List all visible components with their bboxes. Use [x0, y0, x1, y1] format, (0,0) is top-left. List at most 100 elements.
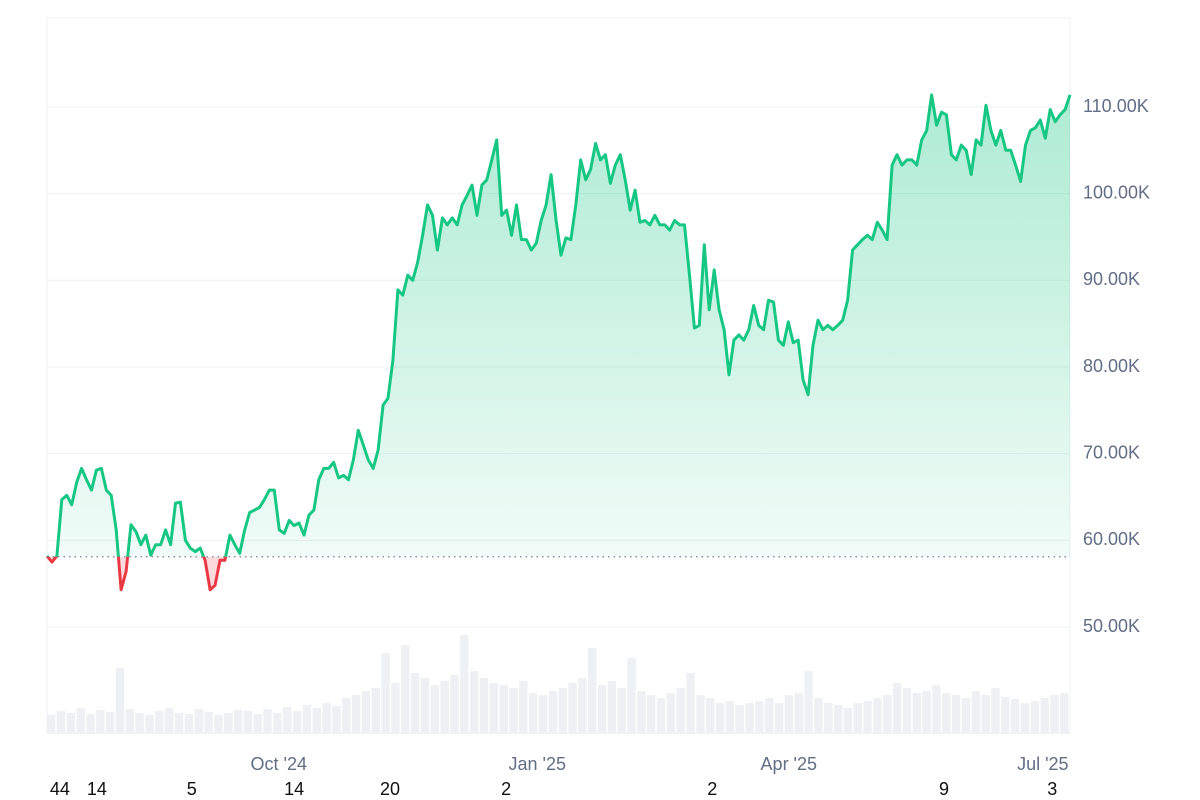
x-tick-label: Oct '24	[251, 754, 307, 774]
volume-bar	[391, 683, 400, 733]
volume-bar	[135, 713, 144, 733]
volume-bar	[243, 711, 253, 733]
volume-bar	[774, 703, 784, 733]
x-minor-label: 2	[707, 779, 717, 799]
volume-bar	[706, 698, 715, 733]
volume-bar	[204, 712, 213, 733]
volume-bar	[745, 703, 754, 733]
volume-bar	[568, 683, 577, 733]
volume-bar	[853, 703, 862, 733]
volume-bar	[666, 693, 676, 733]
price-line	[45, 93, 1072, 557]
volume-bar	[1020, 703, 1030, 733]
volume-bar	[843, 708, 853, 733]
volume-bar	[56, 711, 66, 733]
volume-bar	[371, 688, 380, 733]
y-tick-label: 60.00K	[1083, 529, 1140, 549]
volume-bar	[892, 683, 902, 733]
price-line-below	[45, 556, 228, 592]
volume-bar	[184, 714, 194, 733]
volume-bar	[696, 695, 705, 733]
volume-bar	[214, 715, 223, 733]
volume-bar	[951, 695, 961, 733]
volume-bar	[578, 678, 587, 733]
volume-bar	[814, 698, 823, 733]
volume-bar	[1060, 693, 1069, 733]
volume-bar	[794, 693, 803, 733]
volume-bar	[302, 705, 312, 733]
volume-bar	[361, 691, 371, 733]
volume-bar	[450, 675, 459, 733]
y-tick-label: 70.00K	[1083, 442, 1140, 462]
x-tick-label: Jan '25	[509, 754, 566, 774]
y-tick-label: 80.00K	[1083, 356, 1140, 376]
x-minor-label: 14	[87, 779, 107, 799]
volume-bar	[401, 645, 410, 733]
volume-bar	[991, 688, 1000, 733]
volume-bar	[538, 695, 548, 733]
volume-bar	[86, 714, 95, 733]
volume-bar	[676, 688, 685, 733]
volume-bar	[263, 709, 272, 733]
volume-bar	[912, 693, 921, 733]
volume-bar	[824, 703, 833, 733]
volume-bar	[765, 698, 774, 733]
volume-bar	[971, 691, 980, 733]
volume-bar	[233, 710, 243, 733]
volume-bar	[715, 703, 725, 733]
volume-bar	[420, 678, 430, 733]
volume-bar	[76, 708, 85, 733]
volume-bar	[922, 691, 931, 733]
volume-bar	[145, 715, 154, 733]
x-minor-label: 44	[50, 779, 70, 799]
volume-bar	[1050, 695, 1059, 733]
volume-bar	[165, 708, 174, 733]
volume-bar	[942, 693, 951, 733]
volume-bar	[981, 695, 990, 733]
volume-bar	[607, 681, 617, 733]
volume-bar	[1010, 699, 1020, 733]
volume-bar	[725, 701, 735, 733]
volume-bar	[410, 673, 420, 733]
volume-bar	[125, 709, 135, 733]
volume-bar	[863, 701, 872, 733]
volume-bar	[469, 671, 479, 733]
volume-bar	[342, 698, 351, 733]
volume-bar	[283, 707, 292, 733]
volume-bar	[332, 706, 341, 733]
volume-bar	[253, 714, 262, 733]
y-tick-label: 90.00K	[1083, 269, 1140, 289]
volume-bar	[194, 709, 203, 733]
volume-bar	[440, 681, 449, 733]
volume-bar	[155, 711, 164, 733]
volume-bar	[479, 678, 489, 733]
volume-bar	[597, 685, 607, 733]
volume-bar	[902, 688, 912, 733]
x-tick-label: Apr '25	[761, 754, 817, 774]
volume-bar	[961, 698, 971, 733]
volume-bar	[873, 698, 882, 733]
y-tick-label: 50.00K	[1083, 616, 1140, 636]
volume-bar	[617, 688, 626, 733]
volume-bar	[499, 685, 508, 733]
volume-bar	[647, 695, 656, 733]
volume-bar	[1001, 697, 1010, 733]
volume-bar	[322, 703, 331, 733]
volume-bar	[509, 688, 518, 733]
volume-bar	[528, 693, 538, 733]
x-minor-label: 2	[501, 779, 511, 799]
volume-bar	[656, 698, 666, 733]
y-tick-label: 100.00K	[1083, 182, 1150, 202]
volume-bar	[548, 691, 558, 733]
x-minor-label: 14	[284, 779, 304, 799]
volume-bar	[1030, 701, 1040, 733]
volume-bar	[430, 685, 439, 733]
x-minor-label: 5	[187, 779, 197, 799]
volume-bar	[784, 695, 794, 733]
volume-bar	[174, 713, 184, 733]
volume-bar	[96, 710, 105, 733]
volume-bar	[460, 635, 469, 733]
volume-bar	[833, 705, 843, 733]
volume-bar	[735, 705, 744, 733]
